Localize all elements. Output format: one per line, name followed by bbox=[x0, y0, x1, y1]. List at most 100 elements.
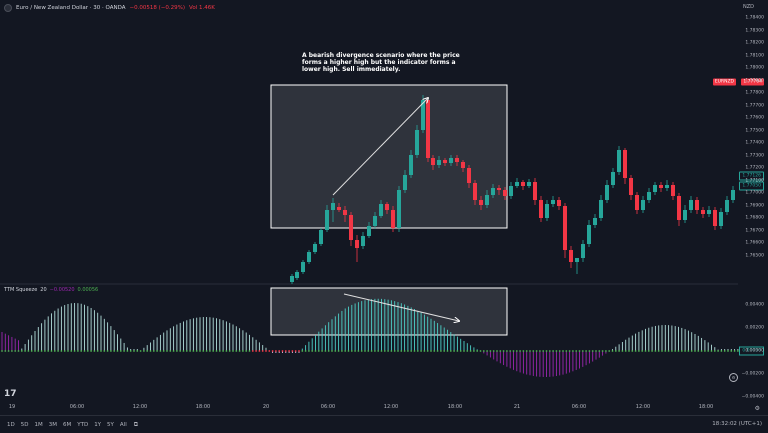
squeeze-dot bbox=[202, 350, 205, 352]
settings-circle-icon[interactable]: ⚙ bbox=[729, 373, 738, 382]
timeframe-button[interactable]: 5Y bbox=[107, 421, 114, 428]
squeeze-dot bbox=[212, 350, 215, 352]
squeeze-dot bbox=[20, 350, 23, 352]
candle-body bbox=[629, 178, 633, 195]
squeeze-dot bbox=[713, 350, 716, 352]
candle-body bbox=[491, 188, 495, 195]
squeeze-dot bbox=[93, 350, 96, 352]
price-tick: 1.76500 bbox=[745, 253, 764, 258]
timeframe-button[interactable]: 6M bbox=[62, 421, 72, 428]
squeeze-dot bbox=[232, 350, 234, 352]
squeeze-dot bbox=[110, 350, 112, 352]
candle-body bbox=[449, 158, 453, 163]
timeframe-button[interactable]: 1M bbox=[34, 421, 43, 428]
squeeze-dot bbox=[456, 350, 459, 352]
squeeze-dot bbox=[17, 350, 20, 352]
price-tick: 1.78000 bbox=[745, 65, 764, 71]
candle-body bbox=[313, 244, 317, 252]
symbol-title[interactable]: Euro / New Zealand Dollar · 30 · OANDA bbox=[16, 5, 126, 11]
squeeze-dot bbox=[383, 350, 386, 352]
squeeze-dot bbox=[717, 350, 719, 352]
price-tick: 1.77200 bbox=[745, 165, 764, 171]
squeeze-dot bbox=[63, 350, 66, 352]
squeeze-dot bbox=[60, 350, 63, 352]
price-tick: 1.76800 bbox=[745, 215, 764, 221]
squeeze-dot bbox=[24, 350, 26, 352]
squeeze-dot bbox=[248, 350, 251, 352]
annotation-text: A bearish divergence scenario where the … bbox=[302, 52, 460, 73]
squeeze-dot bbox=[723, 350, 726, 352]
indicator-legend[interactable]: TTM Squeeze 20 −0.00520 0.00056 bbox=[4, 287, 98, 293]
squeeze-dot bbox=[215, 350, 218, 352]
squeeze-dot bbox=[50, 350, 53, 352]
candle-body bbox=[455, 158, 459, 162]
indicator-tick: −0.00200 bbox=[741, 371, 764, 377]
timeframe-button[interactable]: 1D bbox=[7, 421, 15, 428]
squeeze-dot bbox=[281, 350, 284, 352]
squeeze-dot bbox=[647, 350, 650, 352]
gear-icon[interactable]: ⚙ bbox=[754, 405, 760, 412]
squeeze-dot bbox=[255, 350, 257, 352]
price-tick: 1.78200 bbox=[745, 40, 764, 46]
squeeze-dot bbox=[453, 350, 455, 352]
squeeze-dot bbox=[113, 350, 116, 352]
squeeze-dot bbox=[327, 350, 330, 352]
timeframe-button[interactable]: YTD bbox=[77, 421, 89, 428]
time-tick: 12:00 bbox=[635, 404, 651, 410]
price-tick: 1.76700 bbox=[745, 228, 764, 233]
squeeze-dot bbox=[449, 350, 452, 352]
squeeze-dot bbox=[737, 350, 739, 352]
calendar-range-icon[interactable]: ⧉ bbox=[133, 420, 139, 428]
squeeze-dot bbox=[225, 350, 228, 352]
time-axis[interactable]: 19 06:00 12:00 18:00 20 06:00 12:00 18:00 21 06:0… bbox=[0, 404, 738, 414]
time-tick: 12:00 bbox=[132, 404, 148, 410]
squeeze-dot bbox=[152, 350, 155, 352]
squeeze-dot bbox=[172, 350, 175, 352]
squeeze-dot bbox=[611, 350, 614, 352]
squeeze-dot bbox=[314, 350, 317, 352]
oscillator-group bbox=[1, 298, 739, 377]
time-tick: 06:00 bbox=[69, 404, 85, 410]
candle-body bbox=[521, 182, 525, 186]
timeframe-button[interactable]: All bbox=[119, 421, 127, 428]
squeeze-dot bbox=[1, 350, 3, 352]
squeeze-dot bbox=[275, 350, 277, 352]
timeframe-button[interactable]: 3M bbox=[48, 421, 57, 428]
candle-body bbox=[467, 168, 471, 183]
squeeze-dot bbox=[542, 350, 545, 352]
squeeze-dot bbox=[162, 350, 165, 352]
candle-body bbox=[563, 206, 567, 250]
squeeze-dot bbox=[106, 350, 109, 352]
squeeze-dot bbox=[261, 350, 264, 352]
squeeze-dot bbox=[661, 350, 663, 352]
squeeze-dot bbox=[618, 350, 620, 352]
squeeze-dot bbox=[377, 350, 380, 352]
squeeze-dot bbox=[199, 350, 201, 352]
squeeze-dot bbox=[370, 350, 373, 352]
squeeze-dot bbox=[430, 350, 432, 352]
squeeze-dot bbox=[397, 350, 399, 352]
squeeze-dot bbox=[341, 350, 343, 352]
squeeze-dot bbox=[581, 350, 584, 352]
squeeze-dot bbox=[238, 350, 241, 352]
candle-body bbox=[337, 207, 341, 210]
squeeze-dot bbox=[628, 350, 630, 352]
candle-body bbox=[593, 218, 597, 225]
candle-body bbox=[426, 100, 430, 158]
candles-group bbox=[290, 95, 735, 284]
squeeze-dot bbox=[707, 350, 710, 352]
timeframe-button[interactable]: 5D bbox=[20, 421, 29, 428]
candle-body bbox=[290, 276, 294, 282]
time-tick: 18:00 bbox=[698, 404, 714, 410]
squeeze-dot bbox=[393, 350, 396, 352]
squeeze-dot bbox=[11, 350, 13, 352]
squeeze-dot bbox=[116, 350, 119, 352]
time-tick: 19 bbox=[8, 404, 16, 410]
squeeze-dot bbox=[156, 350, 159, 352]
squeeze-dot bbox=[268, 350, 271, 352]
timeframe-button[interactable]: 1Y bbox=[94, 421, 102, 428]
squeeze-dot bbox=[426, 350, 429, 352]
squeeze-dot bbox=[631, 350, 634, 352]
candle-body bbox=[409, 155, 413, 175]
